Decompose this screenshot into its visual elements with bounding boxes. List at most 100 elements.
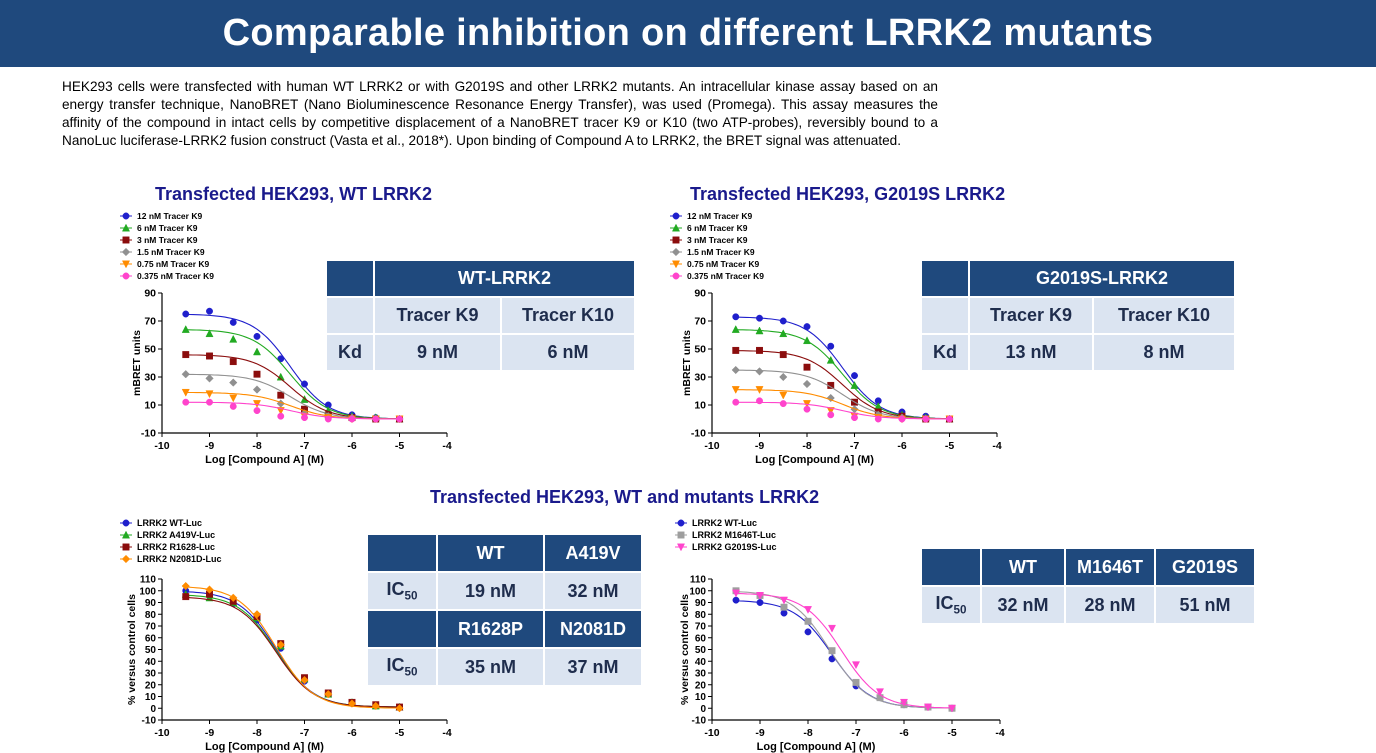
table-corner bbox=[920, 259, 970, 298]
data-point bbox=[804, 628, 812, 636]
table-value: 32 nM bbox=[543, 571, 643, 611]
data-point bbox=[277, 355, 285, 363]
data-point bbox=[851, 372, 858, 380]
legend-marker bbox=[676, 543, 686, 552]
y-tick-label: 60 bbox=[145, 633, 157, 644]
table-corner bbox=[325, 259, 375, 298]
data-point bbox=[206, 352, 213, 360]
data-point bbox=[205, 374, 214, 383]
data-point bbox=[779, 317, 787, 325]
x-tick-label: -8 bbox=[803, 727, 812, 739]
data-point bbox=[874, 415, 882, 423]
x-tick-label: -6 bbox=[347, 727, 356, 739]
legend-label: 1.5 nM Tracer K9 bbox=[687, 247, 755, 257]
y-tick-label: 70 bbox=[144, 316, 156, 328]
legend-label: 12 nM Tracer K9 bbox=[687, 211, 752, 221]
legend-label: LRRK2 R1628-Luc bbox=[137, 542, 215, 552]
x-tick-label: -4 bbox=[992, 440, 1001, 452]
legend-label: 0.75 nM Tracer K9 bbox=[687, 259, 760, 269]
y-tick-label: 60 bbox=[695, 633, 707, 644]
data-point bbox=[252, 610, 262, 619]
y-tick-label: 100 bbox=[139, 586, 156, 597]
x-tick-label: -4 bbox=[995, 727, 1004, 739]
y-tick-label: 110 bbox=[140, 575, 157, 586]
table-col-tracer-k9: Tracer K9 bbox=[373, 296, 502, 335]
legend-marker bbox=[677, 531, 685, 539]
page-title: Comparable inhibition on different LRRK2… bbox=[222, 12, 1154, 54]
data-point bbox=[827, 411, 835, 419]
legend-marker bbox=[122, 236, 130, 244]
x-axis-label: Log [Compound A] (M) bbox=[205, 741, 324, 753]
y-axis-label: % versus control cells bbox=[126, 594, 138, 705]
table-row-ic50: IC50 bbox=[366, 571, 438, 611]
y-tick-label: 50 bbox=[144, 344, 156, 356]
y-tick-label: 50 bbox=[145, 645, 157, 656]
legend-marker bbox=[672, 272, 680, 280]
table-row-ic50: IC50 bbox=[366, 647, 438, 687]
data-point bbox=[779, 391, 788, 400]
data-point bbox=[206, 307, 213, 315]
data-point bbox=[252, 385, 262, 394]
table-value: 32 nM bbox=[980, 585, 1066, 625]
table-col-g2019s: G2019S bbox=[1154, 547, 1256, 587]
fit-curve bbox=[185, 596, 400, 708]
data-point bbox=[731, 325, 740, 333]
data-point bbox=[852, 678, 860, 686]
table-value: 9 nM bbox=[373, 333, 502, 372]
table-col-r1628p: R1628P bbox=[436, 609, 545, 649]
legend-label: 3 nM Tracer K9 bbox=[137, 235, 198, 245]
y-tick-label: 30 bbox=[695, 669, 707, 680]
data-point bbox=[756, 599, 764, 606]
y-tick-label: 30 bbox=[145, 669, 157, 680]
fit-curve bbox=[735, 369, 950, 420]
legend-label: LRRK2 WT-Luc bbox=[692, 518, 757, 528]
x-tick-label: -5 bbox=[395, 727, 404, 739]
x-tick-label: -5 bbox=[947, 727, 956, 739]
data-point bbox=[803, 323, 811, 331]
data-point bbox=[851, 661, 861, 670]
y-tick-label: 50 bbox=[694, 344, 706, 356]
data-point bbox=[324, 415, 332, 423]
y-tick-label: 90 bbox=[694, 288, 706, 300]
y-tick-label: 70 bbox=[145, 622, 157, 633]
fit-curve bbox=[185, 391, 400, 420]
y-tick-label: 0 bbox=[150, 704, 156, 715]
y-tick-label: 20 bbox=[695, 680, 707, 691]
section-title-wt: Transfected HEK293, WT LRRK2 bbox=[155, 184, 433, 204]
legend-marker bbox=[122, 543, 130, 551]
data-point bbox=[779, 400, 787, 408]
data-point bbox=[802, 336, 812, 345]
y-axis-label: mBRET units bbox=[131, 330, 143, 396]
title-banner: Comparable inhibition on different LRRK2… bbox=[0, 0, 1376, 67]
fit-curve bbox=[735, 401, 950, 420]
legend-marker bbox=[672, 212, 680, 220]
x-tick-label: -4 bbox=[442, 440, 451, 452]
data-point bbox=[300, 675, 309, 685]
table-col-a419v: A419V bbox=[543, 533, 643, 573]
table-value: 19 nM bbox=[436, 571, 545, 611]
legend-label: 0.75 nM Tracer K9 bbox=[137, 259, 210, 269]
data-point bbox=[826, 407, 835, 415]
y-tick-label: 10 bbox=[144, 400, 156, 412]
y-tick-label: 90 bbox=[144, 288, 156, 300]
x-tick-label: -8 bbox=[802, 440, 811, 452]
data-point bbox=[732, 596, 740, 604]
data-point bbox=[301, 380, 308, 388]
legend-marker bbox=[121, 260, 131, 269]
data-point bbox=[253, 332, 261, 340]
data-point bbox=[252, 347, 262, 356]
x-tick-label: -10 bbox=[154, 727, 169, 739]
data-point bbox=[755, 592, 765, 600]
table-value: 28 nM bbox=[1064, 585, 1156, 625]
legend-label: LRRK2 WT-Luc bbox=[137, 518, 202, 528]
data-point bbox=[301, 414, 308, 422]
table-value: 6 nM bbox=[500, 333, 636, 372]
x-tick-label: -7 bbox=[300, 727, 309, 739]
data-point bbox=[229, 378, 238, 387]
data-point bbox=[205, 329, 214, 338]
data-point bbox=[756, 397, 763, 405]
table-col-m1646t: M1646T bbox=[1064, 547, 1156, 587]
legend-marker bbox=[121, 223, 131, 232]
data-point bbox=[731, 365, 740, 375]
x-tick-label: -5 bbox=[395, 440, 404, 452]
